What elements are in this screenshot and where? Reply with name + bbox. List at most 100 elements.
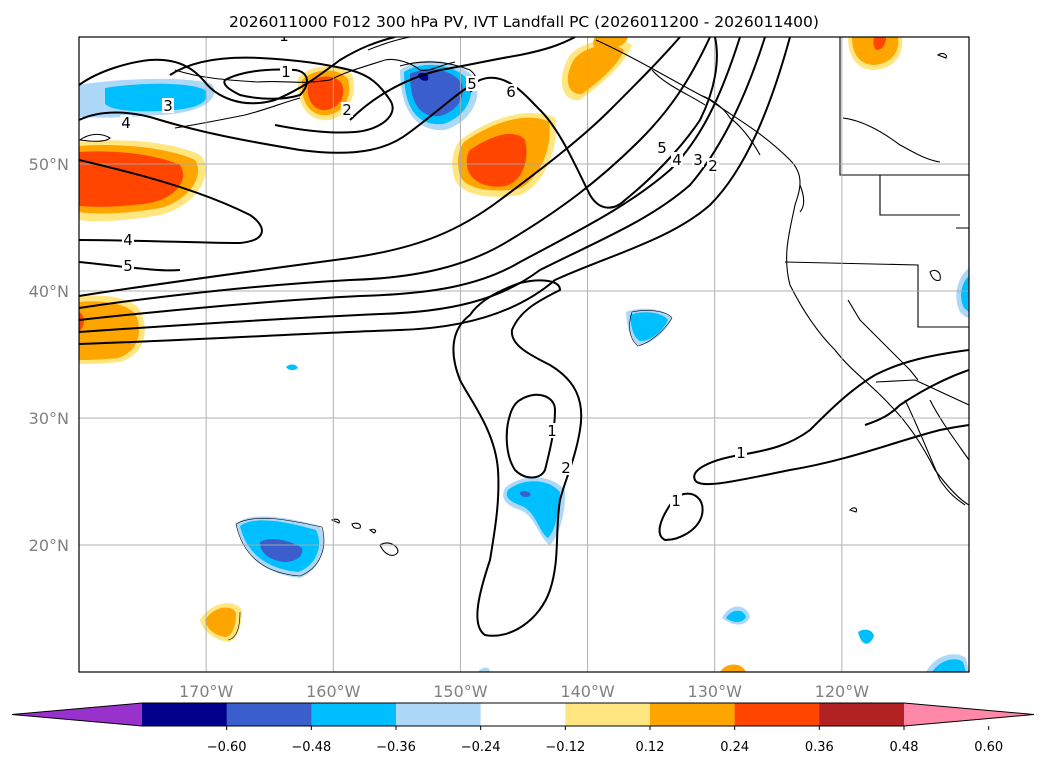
colorbar: −0.60 −0.48 −0.36 −0.24 −0.12 0.12 0.24 0.36 0.4… <box>11 702 1035 755</box>
pv-contour <box>79 37 681 297</box>
contour-label: 3 <box>693 151 703 169</box>
coastline-path <box>904 399 966 506</box>
pv-contour <box>79 37 791 345</box>
pv-contour <box>79 37 718 209</box>
coastline-path <box>79 133 111 142</box>
contour-label-bg <box>670 493 682 508</box>
gridlines <box>79 37 969 672</box>
pv-contours <box>79 37 969 637</box>
shade-blob <box>466 133 527 187</box>
colorbar-tick-label: 0.36 <box>805 740 834 755</box>
shade-blob <box>961 276 969 312</box>
colorbar-tick-label: −0.24 <box>461 740 501 755</box>
shade-blob <box>720 664 746 672</box>
colorbar-tick-label: 0.60 <box>974 740 1003 755</box>
coastline-path <box>235 517 325 577</box>
coastline-path <box>174 69 331 83</box>
ivt-pc-shading <box>79 37 969 672</box>
colorbar-extend-low <box>12 703 142 726</box>
coastline-path <box>595 39 969 506</box>
contour-label: 4 <box>123 231 133 249</box>
contour-label-bg <box>122 258 134 273</box>
colorbar-segment <box>819 703 905 726</box>
pv-contour <box>693 349 969 486</box>
shade-blob <box>852 37 899 65</box>
colorbar-segment <box>226 703 312 726</box>
colorbar-outline <box>11 702 1035 727</box>
latitude-labels: 50°N 40°N 30°N 20°N <box>29 155 69 555</box>
contour-label-bg <box>466 76 478 91</box>
pv-contour <box>864 369 969 426</box>
contour-label: 1 <box>279 27 289 45</box>
shade-blob <box>286 364 298 371</box>
latitude-label: 40°N <box>29 282 69 301</box>
coastline-path <box>368 528 377 534</box>
contour-label-bg <box>278 37 290 43</box>
chart-title: 2026011000 F012 300 hPa PV, IVT Landfall… <box>229 13 819 31</box>
coastline-path <box>929 269 941 282</box>
pv-contour <box>223 68 308 100</box>
contour-label: 1 <box>671 492 681 510</box>
contour-label: 4 <box>672 151 682 169</box>
longitude-label: 120°W <box>815 682 870 701</box>
coastline-path <box>629 310 673 347</box>
shade-blob <box>79 151 184 207</box>
longitude-label: 170°W <box>179 682 234 701</box>
colorbar-segment <box>396 703 482 726</box>
contour-label-bg <box>505 84 517 99</box>
contour-label: 2 <box>342 101 352 119</box>
coastline-path <box>367 37 411 51</box>
contour-label: 5 <box>467 75 477 93</box>
coastline-path <box>929 399 969 461</box>
colorbar-tick-label: −0.12 <box>545 740 585 755</box>
shade-blob <box>79 312 84 332</box>
contour-label: 1 <box>547 422 557 440</box>
pv-contour <box>505 393 557 479</box>
coastline-path <box>174 97 301 129</box>
contour-label-bg <box>671 152 683 167</box>
colorbar-tick-label: −0.36 <box>376 740 416 755</box>
pv-contour <box>169 56 394 134</box>
pv-contour <box>79 261 181 272</box>
contour-label-bg <box>120 115 132 130</box>
shade-blob <box>506 481 560 538</box>
colorbar-segment <box>734 703 820 726</box>
coastlines <box>79 37 969 641</box>
coastline-path <box>799 184 805 213</box>
coastline-path <box>227 611 241 641</box>
shade-blob <box>307 76 344 111</box>
colorbar-extend-high <box>904 703 1034 726</box>
contour-label-bg <box>162 98 174 113</box>
colorbar-segment <box>311 703 397 726</box>
contour-label: 4 <box>121 114 131 132</box>
shade-blob <box>873 37 886 50</box>
pv-contour <box>452 279 583 637</box>
pv-contour <box>79 37 396 105</box>
shade-blob <box>567 45 624 95</box>
contour-label: 3 <box>163 97 173 115</box>
shade-blob <box>630 312 668 342</box>
shade-blob <box>520 491 531 497</box>
contour-label: 5 <box>123 257 133 275</box>
colorbar-segment <box>142 703 228 726</box>
latitude-label: 50°N <box>29 155 69 174</box>
shade-blob <box>478 667 490 672</box>
coastline-path <box>936 53 947 59</box>
colorbar-segment <box>650 703 736 726</box>
colorbar-tick-label: 0.24 <box>720 740 749 755</box>
longitude-label: 130°W <box>688 682 743 701</box>
contour-label: 6 <box>506 83 516 101</box>
contour-label-bg <box>122 232 134 247</box>
shade-blob <box>726 610 746 623</box>
pv-contour <box>79 37 741 321</box>
colorbar-tick-label: −0.60 <box>207 740 247 755</box>
colorbar-segment <box>565 703 651 726</box>
coastline-path <box>956 227 969 290</box>
contour-label-bg <box>707 158 719 173</box>
contour-label-bg <box>692 152 704 167</box>
coastline-path <box>379 542 399 556</box>
colorbar-segment <box>480 703 566 726</box>
